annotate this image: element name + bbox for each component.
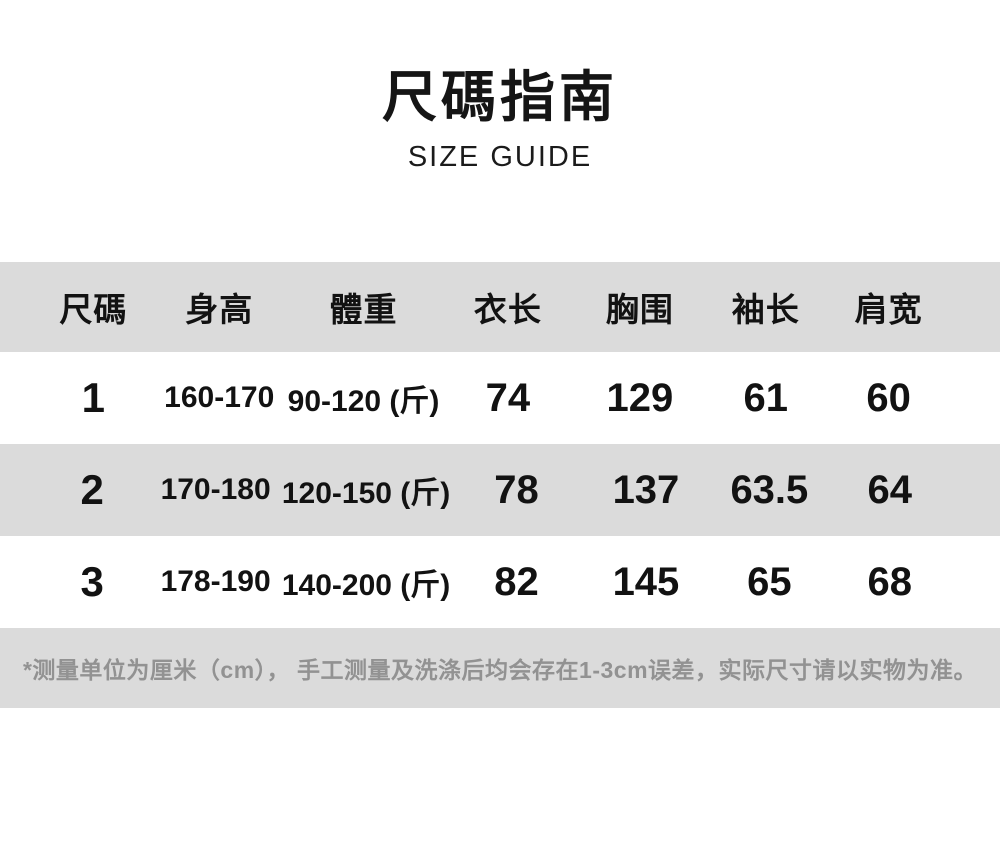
table-row-size-2: 2 170-180 120-150 (斤) 78 137 63.5 64 bbox=[0, 444, 1000, 536]
cell-garment-length: 74 bbox=[485, 375, 531, 420]
header-cell-weight: 體重 bbox=[329, 291, 398, 328]
cell-weight: 90-120 (斤) bbox=[287, 385, 440, 418]
cell-garment-length: 82 bbox=[494, 559, 539, 604]
header-cell-size: 尺碼 bbox=[59, 291, 128, 328]
page-subtitle: SIZE GUIDE bbox=[407, 141, 593, 174]
size-table-header-row: 尺碼 身高 體重 衣长 胸围 袖长 肩宽 bbox=[0, 262, 1000, 352]
cell-chest: 145 bbox=[612, 559, 680, 604]
cell-weight: 140-200 (斤) bbox=[281, 569, 451, 602]
cell-shoulder: 64 bbox=[867, 467, 913, 512]
measurement-note: *测量单位为厘米（cm）， 手工测量及洗涤后均会存在1-3cm误差，实际尺寸请以… bbox=[0, 628, 1000, 708]
header-cell-shoulder: 肩宽 bbox=[854, 291, 923, 328]
cell-shoulder: 60 bbox=[866, 375, 911, 420]
title-block: 尺碼指南 SIZE GUIDE bbox=[0, 66, 1000, 174]
table-row-size-3: 3 178-190 140-200 (斤) 82 145 65 68 bbox=[0, 536, 1000, 628]
cell-weight: 120-150 (斤) bbox=[281, 477, 451, 510]
cell-shoulder: 68 bbox=[867, 559, 913, 604]
cell-chest: 129 bbox=[606, 375, 674, 420]
cell-sleeve: 63.5 bbox=[730, 467, 809, 512]
cell-size: 3 bbox=[80, 558, 104, 605]
header-cell-sleeve: 袖长 bbox=[731, 291, 800, 328]
size-table: 尺碼 身高 體重 衣长 胸围 袖长 肩宽 1 160-170 90-120 (斤… bbox=[0, 262, 1000, 708]
cell-sleeve: 65 bbox=[747, 559, 792, 604]
header-cell-chest: 胸围 bbox=[605, 291, 674, 328]
table-row-size-1: 1 160-170 90-120 (斤) 74 129 61 60 bbox=[0, 352, 1000, 444]
cell-height: 178-190 bbox=[160, 565, 271, 598]
cell-chest: 137 bbox=[612, 467, 680, 512]
page-title: 尺碼指南 bbox=[381, 66, 618, 128]
cell-garment-length: 78 bbox=[494, 467, 539, 512]
header-cell-height: 身高 bbox=[185, 291, 254, 328]
cell-size: 1 bbox=[81, 374, 106, 421]
cell-sleeve: 61 bbox=[743, 375, 789, 420]
header-cell-garment-length: 衣长 bbox=[473, 291, 542, 328]
cell-height: 170-180 bbox=[160, 473, 271, 506]
cell-size: 2 bbox=[80, 466, 104, 513]
cell-height: 160-170 bbox=[164, 381, 275, 414]
